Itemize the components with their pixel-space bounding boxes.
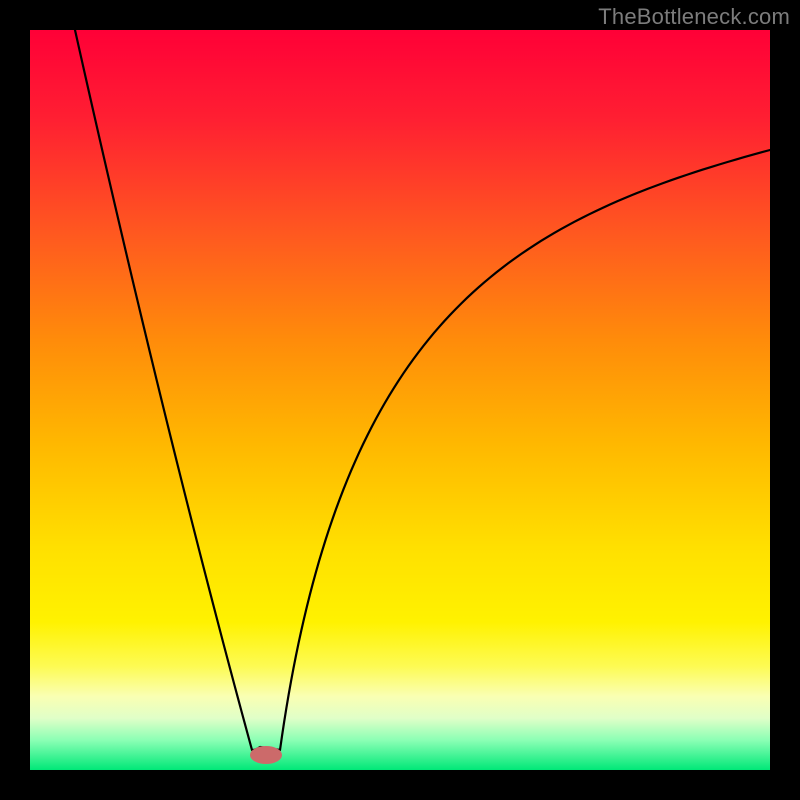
chart-stage: TheBottleneck.com bbox=[0, 0, 800, 800]
plot-background bbox=[30, 30, 770, 770]
minimum-marker bbox=[250, 746, 282, 764]
chart-svg bbox=[0, 0, 800, 800]
watermark-text: TheBottleneck.com bbox=[598, 4, 790, 30]
